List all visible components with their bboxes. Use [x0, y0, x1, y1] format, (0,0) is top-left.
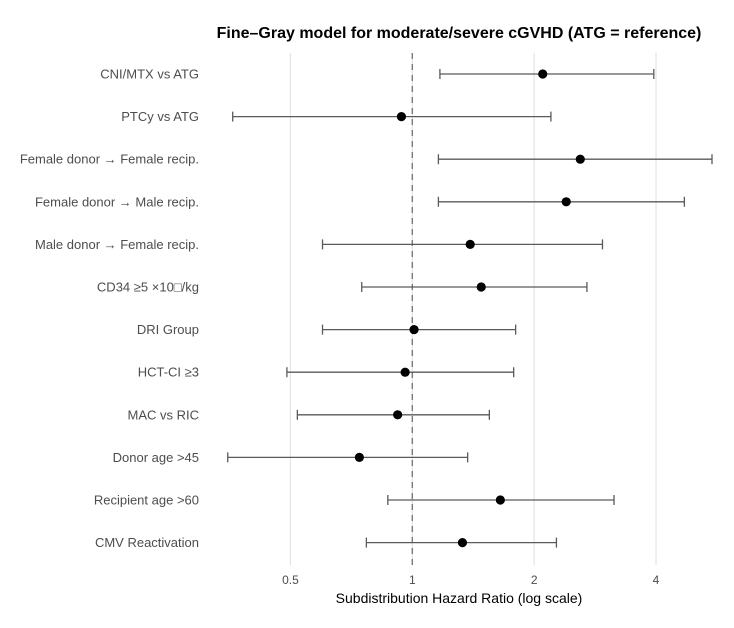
row-label: MAC vs RIC: [128, 407, 200, 422]
row-label: CMV Reactivation: [95, 535, 199, 550]
row-label: CD34 ≥5 ×10□/kg: [97, 280, 199, 295]
hr-point: [575, 154, 585, 164]
hr-point: [495, 495, 505, 505]
row-10: Recipient age >60: [94, 493, 615, 508]
row-label: Recipient age >60: [94, 493, 199, 508]
x-tick-labels: 0.5 1 2 4: [282, 573, 660, 587]
hr-point: [561, 197, 571, 207]
row-3: Female donor → Male recip.: [35, 194, 686, 209]
hr-point: [538, 69, 548, 79]
row-label: Female donor → Female recip.: [20, 152, 199, 167]
rows-group: CNI/MTX vs ATG PTCy vs ATG Female donor → …: [20, 67, 713, 550]
row-4: Male donor → Female recip.: [35, 237, 604, 252]
hr-point: [400, 367, 410, 377]
row-1: PTCy vs ATG: [121, 109, 552, 124]
x-axis-title: Subdistribution Hazard Ratio (log scale): [336, 590, 583, 606]
hr-point: [465, 239, 475, 249]
hr-point: [409, 325, 419, 335]
hr-point: [393, 410, 403, 420]
row-label: Female donor → Male recip.: [35, 194, 199, 209]
hr-point: [476, 282, 486, 292]
gridlines: [289, 53, 657, 565]
hr-point: [396, 112, 407, 122]
hr-point: [457, 538, 468, 548]
row-label: HCT-CI ≥3: [138, 365, 199, 380]
x-tick-label: 1: [409, 573, 416, 587]
x-tick-label: 2: [531, 573, 538, 587]
row-label: PTCy vs ATG: [121, 109, 199, 124]
row-2: Female donor → Female recip.: [20, 152, 713, 167]
row-6: DRI Group: [137, 322, 517, 337]
row-0: CNI/MTX vs ATG: [100, 67, 655, 82]
chart-title: Fine–Gray model for moderate/severe cGVH…: [217, 25, 702, 42]
row-label: Male donor → Female recip.: [35, 237, 199, 252]
row-label: Donor age >45: [113, 450, 199, 465]
row-11: CMV Reactivation: [95, 535, 558, 550]
row-label: CNI/MTX vs ATG: [100, 67, 199, 82]
hr-point: [354, 452, 364, 462]
row-9: Donor age >45: [113, 450, 469, 465]
row-label: DRI Group: [137, 322, 199, 337]
row-8: MAC vs RIC: [128, 407, 491, 422]
x-tick-label: 0.5: [282, 573, 299, 587]
row-5: CD34 ≥5 ×10□/kg: [97, 280, 588, 295]
row-7: HCT-CI ≥3: [138, 365, 515, 380]
x-tick-label: 4: [653, 573, 660, 587]
